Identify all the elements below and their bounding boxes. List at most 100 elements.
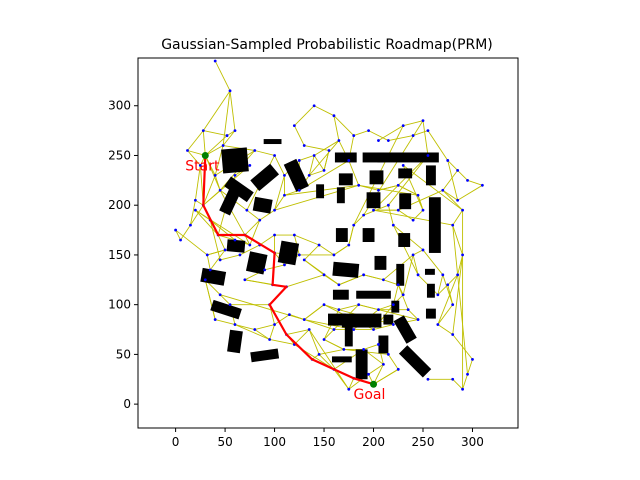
roadmap-node	[233, 129, 237, 133]
roadmap-node	[357, 303, 361, 307]
roadmap-edge	[348, 224, 355, 246]
roadmap-node	[218, 188, 222, 192]
roadmap-edge	[338, 304, 359, 311]
roadmap-edge	[378, 184, 399, 191]
roadmap-edge	[274, 195, 285, 211]
roadmap-node	[302, 318, 306, 321]
obstacle	[378, 335, 389, 354]
roadmap-node	[421, 248, 425, 252]
roadmap-edge	[293, 125, 305, 146]
roadmap-node	[362, 213, 366, 217]
roadmap-edge	[422, 249, 444, 276]
obstacle	[200, 267, 227, 286]
roadmap-node	[337, 139, 341, 142]
roadmap-node	[451, 223, 455, 227]
roadmap-edge	[378, 125, 404, 141]
roadmap-edge	[452, 224, 464, 256]
x-tick-label: 150	[313, 435, 336, 449]
roadmap-node	[297, 159, 301, 162]
roadmap-edge	[202, 90, 231, 131]
obstacle	[355, 349, 368, 380]
roadmap-edge	[442, 170, 458, 191]
roadmap-node	[322, 273, 326, 277]
roadmap-node	[446, 159, 450, 162]
roadmap-edge	[286, 274, 325, 288]
y-tick-label: 50	[116, 347, 131, 361]
roadmap-node	[273, 233, 276, 237]
obstacle	[341, 313, 382, 328]
start-label: Start	[185, 158, 220, 174]
y-tick-label: 100	[108, 298, 131, 312]
roadmap-edge	[437, 324, 453, 335]
obstacle	[277, 240, 300, 266]
x-axis-ticks: 0 50 100 150 200 250 300	[172, 428, 484, 449]
roadmap-edge	[202, 130, 206, 156]
roadmap-node	[446, 283, 450, 287]
roadmap-edge	[457, 184, 483, 201]
obstacle	[426, 283, 435, 298]
obstacles	[200, 139, 441, 380]
roadmap-node	[386, 203, 390, 207]
roadmap-edge	[447, 274, 458, 286]
roadmap-edge	[204, 279, 216, 320]
roadmap-node	[228, 303, 232, 307]
roadmap-edge	[452, 378, 463, 390]
roadmap-edge	[308, 155, 315, 176]
roadmap-edge	[437, 274, 444, 295]
roadmap-edge	[452, 225, 468, 375]
roadmap-node	[186, 149, 189, 152]
roadmap-edge	[308, 329, 350, 390]
roadmap-node	[297, 188, 301, 192]
roadmap-node	[426, 154, 430, 157]
roadmap-edge	[412, 130, 429, 137]
roadmap-edge	[348, 160, 360, 186]
roadmap-edge	[323, 274, 340, 286]
roadmap-edge	[387, 205, 394, 226]
roadmap-edge	[412, 249, 424, 256]
obstacle	[316, 184, 325, 199]
roadmap-node	[302, 144, 306, 147]
roadmap-node	[461, 253, 464, 257]
roadmap-edge	[244, 219, 261, 236]
roadmap-node	[416, 318, 420, 321]
roadmap-node	[401, 164, 405, 167]
roadmap-node	[288, 313, 291, 317]
roadmap-edge	[175, 229, 208, 256]
roadmap-edge	[447, 284, 454, 305]
roadmap-node	[466, 178, 469, 182]
roadmap-node	[205, 253, 209, 257]
roadmap-node	[362, 273, 366, 277]
roadmap-edge	[209, 249, 226, 271]
obstacle	[336, 187, 345, 204]
obstacle	[356, 290, 391, 299]
roadmap-node	[312, 104, 316, 108]
roadmap-edge	[204, 135, 228, 156]
roadmap-edge	[259, 234, 275, 246]
roadmap-edge	[398, 209, 414, 221]
roadmap-edge	[274, 175, 285, 211]
roadmap-edge	[422, 120, 429, 156]
roadmap-node	[367, 372, 370, 376]
obstacle	[428, 197, 441, 253]
obstacle	[224, 176, 254, 203]
obstacle	[226, 239, 246, 253]
goal-marker	[370, 380, 378, 388]
roadmap-edge	[467, 179, 483, 186]
obstacle	[398, 345, 432, 378]
obstacle	[377, 152, 439, 163]
obstacle	[425, 165, 436, 186]
roadmap-edge	[214, 175, 221, 191]
roadmap-node	[451, 303, 455, 307]
roadmap-edge	[442, 189, 458, 201]
roadmap-edge	[299, 155, 315, 161]
roadmap-edge	[222, 90, 231, 146]
y-tick-label: 0	[123, 397, 131, 411]
roadmap-node	[391, 223, 395, 227]
roadmap-edge	[195, 199, 204, 206]
roadmap-node	[292, 124, 296, 128]
roadmap-edge	[398, 184, 419, 196]
x-tick-label: 100	[263, 435, 286, 449]
obstacle	[391, 300, 400, 313]
roadmap-edge	[403, 120, 424, 127]
roadmap-edge	[462, 374, 468, 390]
